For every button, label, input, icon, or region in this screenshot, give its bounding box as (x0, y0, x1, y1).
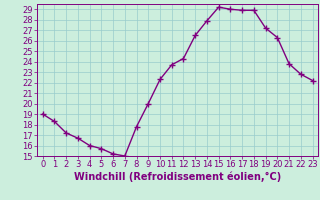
X-axis label: Windchill (Refroidissement éolien,°C): Windchill (Refroidissement éolien,°C) (74, 172, 281, 182)
